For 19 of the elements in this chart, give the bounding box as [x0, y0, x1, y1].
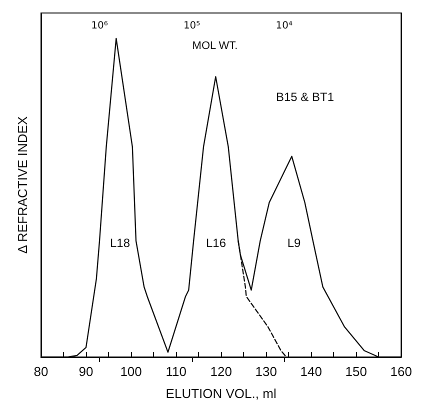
x-tick-label: 140	[300, 364, 322, 379]
x-tick-label: 160	[390, 364, 412, 379]
y-axis-title: Δ REFRACTIVE INDEX	[15, 116, 30, 254]
x-tick-label: 150	[345, 364, 367, 379]
x-tick-label: 100	[120, 364, 142, 379]
x-tick-label: 120	[210, 364, 232, 379]
x2-axis-title: MOL WT.	[192, 40, 238, 52]
annotation: B15 & BT1	[276, 90, 334, 104]
x-tick-label: 80	[34, 364, 48, 379]
x-tick-label: 90	[78, 364, 94, 379]
x2-tick-label: 10⁵	[183, 20, 200, 32]
x2-tick-label: 10⁶	[91, 20, 108, 32]
annotation: L9	[287, 236, 301, 250]
x-tick-label: 130	[255, 364, 277, 379]
annotation: L16	[206, 236, 226, 250]
x2-tick-label: 10⁴	[276, 20, 292, 32]
annotation: L18	[110, 236, 130, 250]
x-tick-label: 110	[166, 364, 186, 379]
x-axis-title: ELUTION VOL., ml	[166, 386, 276, 401]
